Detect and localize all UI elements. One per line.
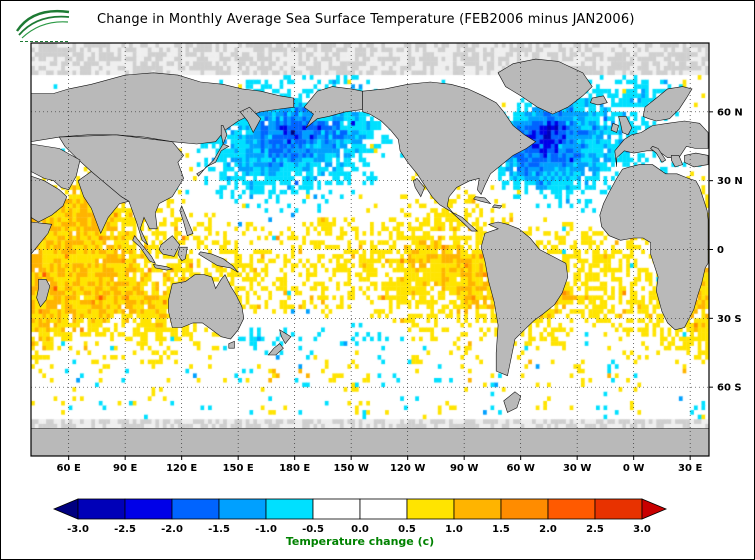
colorbar-tick-label: 2.0 (539, 524, 557, 535)
lon-axis-label: 90 E (113, 463, 137, 474)
landmass (503, 391, 522, 413)
landmass (158, 235, 181, 257)
landmass (599, 164, 709, 331)
landmass (36, 279, 51, 308)
lat-axis-label: 60 N (717, 107, 743, 118)
green-swoosh-icon (16, 10, 70, 42)
landmass (642, 86, 693, 122)
landmass (177, 246, 188, 262)
colorbar-segment (77, 498, 126, 520)
landmass (279, 329, 292, 345)
landmass (650, 145, 667, 163)
landmass (179, 205, 194, 237)
lat-axis-label: 60 S (717, 383, 742, 394)
colorbar-segment (265, 498, 314, 520)
colorbar-tick-label: 2.5 (586, 524, 604, 535)
landmass (473, 196, 492, 205)
landmass (491, 204, 503, 209)
landmass (480, 221, 569, 377)
colorbar-tick-label: -1.0 (255, 524, 277, 535)
colorbar-tick-label: 1.0 (445, 524, 463, 535)
lon-axis-label: 180 E (279, 463, 310, 474)
landmass (239, 106, 262, 134)
colorbar-segment (594, 498, 643, 520)
colorbar-segment (453, 498, 502, 520)
lat-axis-label: 30 S (717, 314, 742, 325)
colorbar-tick-label: 3.0 (633, 524, 651, 535)
colorbar: -3.0 -2.5 -2.0 -1.5 -1.0 -0.5 0.0 0.5 1.0 1.5 2.0 2… (52, 498, 668, 535)
landmass (497, 58, 593, 115)
antarctica-landmass (30, 428, 710, 457)
landmass (618, 116, 633, 136)
colorbar-tick-label: -1.5 (208, 524, 230, 535)
lon-axis-label: 90 W (450, 463, 478, 474)
colorbar-segment (500, 498, 549, 520)
lon-axis-label: 60 W (506, 463, 534, 474)
colorbar-tick-label: 0.5 (398, 524, 416, 535)
landmass (671, 155, 684, 168)
landmass (30, 72, 294, 145)
colorbar-tick-label: 0.0 (351, 524, 369, 535)
landmass (614, 120, 709, 167)
landmass (168, 274, 245, 340)
landmass (412, 178, 425, 198)
lon-axis-label: 120 W (390, 463, 425, 474)
lon-axis-label: 0 W (623, 463, 644, 474)
landmass (152, 263, 174, 271)
landmass (303, 86, 363, 129)
colorbar-segment (171, 498, 220, 520)
landmass (196, 143, 230, 177)
landmass (198, 251, 239, 273)
landmass (684, 152, 709, 168)
lon-axis-label: 120 E (166, 463, 197, 474)
colorbar-segment (124, 498, 173, 520)
landmass (58, 134, 184, 246)
landmass (267, 343, 284, 356)
colorbar-tick-label: -0.5 (302, 524, 324, 535)
axis-labels: 60 E 90 E 120 E 150 E 180 E 150 W 120 W 90 W 60 … (57, 107, 743, 474)
continents-layer (30, 58, 710, 457)
colorbar-segment (547, 498, 596, 520)
colorbar-segment (218, 498, 267, 520)
landmass (590, 95, 608, 106)
lon-axis-label: 150 E (223, 463, 254, 474)
landmass (610, 122, 619, 133)
lon-axis-label: 60 E (57, 463, 81, 474)
landmass (30, 143, 81, 191)
colorbar-segment (359, 498, 408, 520)
colorbar-label: Temperature change (c) (285, 535, 435, 548)
landmass (30, 221, 53, 255)
lon-axis-label: 30 W (563, 463, 591, 474)
lat-axis-label: 30 N (717, 176, 743, 187)
chart-title: Change in Monthly Average Sea Surface Te… (97, 12, 635, 27)
landmass (30, 175, 68, 223)
colorbar-segment (406, 498, 455, 520)
colorbar-tick-label: 1.5 (492, 524, 510, 535)
landmass (362, 81, 537, 232)
colorbar-arrow (641, 498, 668, 520)
landmass (228, 340, 235, 349)
landmass (220, 125, 228, 146)
lon-axis-label: 150 W (333, 463, 368, 474)
graticule-layer (31, 43, 709, 456)
colorbar-tick-label: -2.5 (114, 524, 136, 535)
agency-logo (11, 5, 83, 47)
colorbar-segment (312, 498, 361, 520)
colorbar-arrow (52, 498, 79, 520)
colorbar-tick-label: -2.0 (161, 524, 183, 535)
colorbar-tick-label: -3.0 (67, 524, 89, 535)
lat-axis-label: 0 (717, 245, 724, 256)
lon-axis-label: 30 E (678, 463, 702, 474)
